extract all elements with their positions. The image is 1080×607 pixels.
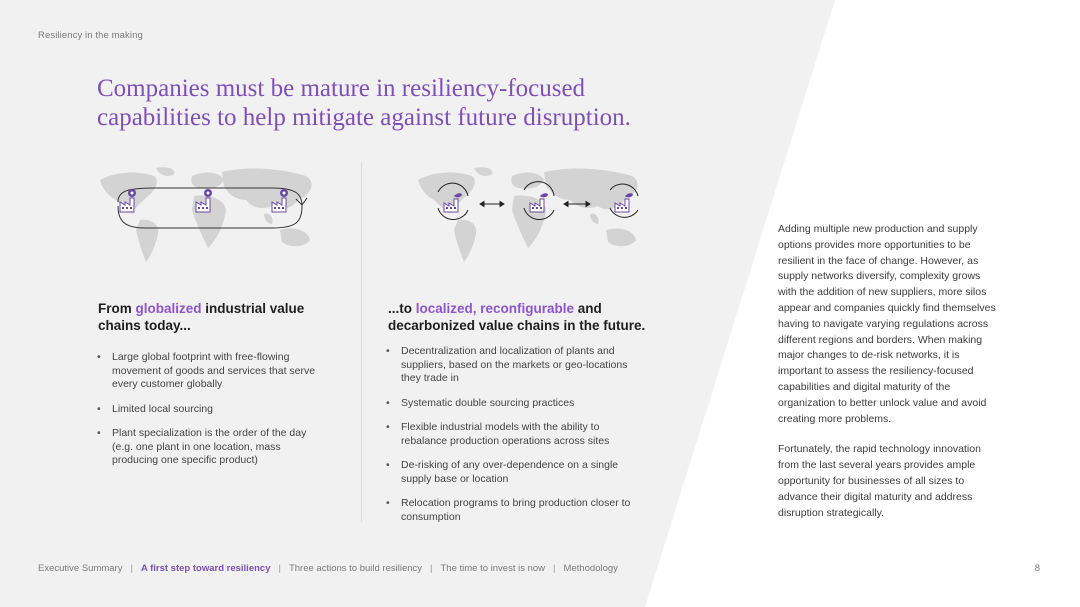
factory-icon (119, 189, 136, 213)
double-arrow-icon (479, 200, 591, 208)
column-divider (361, 162, 362, 522)
list-item: De-risking of any over-dependence on a s… (386, 459, 641, 486)
heading-text: and decarbonized value chains in the fut… (388, 301, 646, 333)
list-item: Limited local sourcing (97, 403, 322, 417)
factory-icon (529, 193, 548, 213)
heading-text: industrial value chains today... (98, 301, 305, 333)
gear-icon (204, 189, 212, 197)
nav-separator: | (430, 563, 433, 574)
world-map-graphic (418, 167, 638, 262)
loop-arrow-connector (117, 187, 303, 229)
nav-separator: | (130, 563, 133, 574)
footer-section-nav: Executive Summary | A first step toward re… (38, 563, 618, 574)
heading-accent: localized, reconfigurable (415, 301, 575, 316)
leaf-icon (540, 193, 548, 198)
page-title: Companies must be mature in resiliency-f… (97, 74, 697, 132)
gear-icon (280, 189, 288, 197)
list-item: Decentralization and localization of pla… (386, 345, 641, 386)
local-value-chain-illustration (418, 167, 639, 262)
factory-icon (195, 189, 212, 213)
right-bullet-list: Decentralization and localization of pla… (386, 345, 641, 535)
world-map-graphic (100, 167, 312, 262)
factory-icon (614, 193, 633, 213)
heading-text: From (98, 301, 136, 316)
list-item: Plant specialization is the order of the… (97, 427, 322, 468)
side-paragraph: Adding multiple new production and suppl… (778, 223, 996, 425)
leaf-icon (625, 193, 633, 198)
right-column-heading: ...to localized, reconfigurable and deca… (388, 300, 678, 334)
nav-separator: | (553, 563, 556, 574)
factory-icon (271, 189, 288, 213)
nav-link-methodology[interactable]: Methodology (563, 563, 618, 574)
heading-accent: globalized (135, 301, 202, 316)
side-paragraph: Fortunately, the rapid technology innova… (778, 443, 981, 519)
leaf-icon (454, 193, 462, 198)
title-line-2: capabilities to help mitigate against fu… (97, 104, 631, 131)
nav-separator: | (278, 563, 281, 574)
cycle-arrows-icon (437, 181, 639, 220)
gear-icon (128, 189, 136, 197)
nav-link-executive-summary[interactable]: Executive Summary (38, 563, 123, 574)
title-line-1: Companies must be mature in resiliency-f… (97, 75, 586, 102)
left-bullet-list: Large global footprint with free-flowing… (97, 351, 322, 479)
list-item: Large global footprint with free-flowing… (97, 351, 322, 392)
list-item: Relocation programs to bring production … (386, 497, 641, 524)
list-item: Systematic double sourcing practices (386, 397, 641, 411)
left-column-heading: From globalized industrial value chains … (98, 300, 338, 334)
side-commentary: Adding multiple new production and suppl… (778, 222, 1000, 536)
running-head: Resiliency in the making (38, 30, 143, 41)
nav-link-three-actions[interactable]: Three actions to build resiliency (288, 563, 423, 574)
nav-link-time-to-invest[interactable]: The time to invest is now (440, 563, 546, 574)
nav-link-first-step[interactable]: A first step toward resiliency (140, 563, 271, 574)
list-item: Flexible industrial models with the abil… (386, 421, 641, 448)
page-number: 8 (1034, 563, 1040, 574)
heading-text: ...to (388, 301, 416, 316)
global-value-chain-illustration (100, 167, 312, 262)
factory-icon (443, 193, 462, 213)
